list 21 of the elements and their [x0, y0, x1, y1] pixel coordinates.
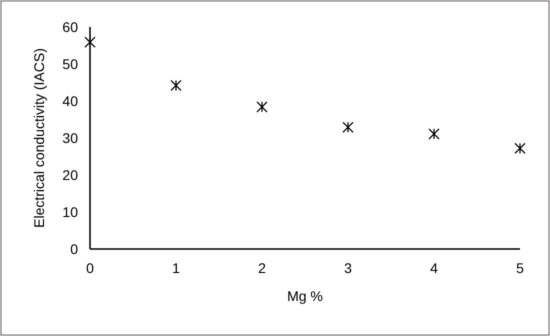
x-tick-label: 3: [344, 260, 352, 276]
point: [514, 142, 526, 154]
x-tick-label: 1: [172, 260, 180, 276]
point: [170, 80, 182, 92]
y-tick-label: 50: [62, 56, 78, 72]
point: [342, 122, 354, 133]
y-tick-label: 20: [62, 166, 78, 183]
point: [256, 101, 268, 113]
x-tick-label: 0: [86, 260, 94, 276]
x-tick-label: 4: [430, 260, 438, 276]
point: [84, 36, 96, 48]
y-tick-label: 40: [62, 92, 78, 109]
point: [428, 128, 440, 140]
y-tick-label: 10: [62, 204, 78, 220]
y-tick-label: 0: [70, 240, 78, 257]
y-tick-label: 60: [62, 18, 78, 35]
y-axis-title: Electrical conductivity (IACS): [31, 48, 47, 228]
x-tick-label: 2: [258, 260, 266, 276]
x-axis-title: Mg %: [287, 288, 323, 304]
x-tick-label: 5: [516, 260, 524, 276]
y-tick-label: 30: [62, 130, 78, 146]
